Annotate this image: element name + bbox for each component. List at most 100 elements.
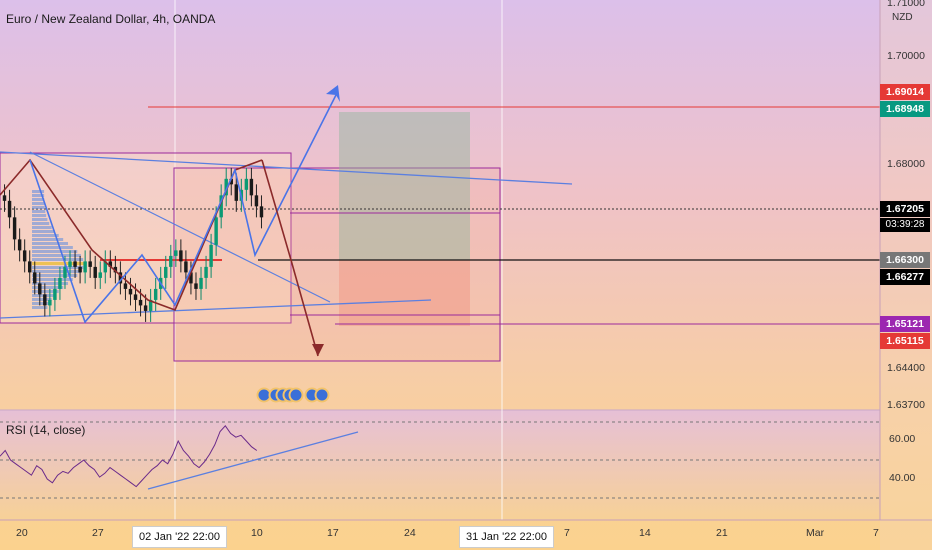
take-profit-zone[interactable]	[339, 112, 470, 260]
price-tick: 1.64400	[887, 362, 925, 374]
volume-profile-bar	[32, 246, 73, 249]
currency-unit: NZD	[892, 12, 913, 23]
candle-body	[103, 261, 108, 273]
price-label-target: 1.68948	[880, 101, 930, 117]
volume-profile-bar	[32, 270, 81, 273]
time-tick: 17	[327, 527, 339, 539]
volume-profile-bar	[32, 242, 69, 245]
candle-body	[2, 195, 7, 201]
candle-body	[209, 244, 213, 267]
candle-body	[98, 272, 102, 278]
candle-body	[108, 261, 113, 267]
date-marker-1[interactable]: 02 Jan '22 22:00	[132, 526, 228, 548]
volume-profile-bar	[32, 206, 45, 209]
candle-body	[259, 206, 264, 218]
candle-body	[164, 266, 168, 278]
candle-body	[58, 277, 62, 289]
economic-event-icon[interactable]	[288, 387, 304, 403]
volume-profile-bar	[32, 194, 45, 197]
volume-profile-bar	[32, 250, 78, 253]
candle-body	[88, 261, 92, 267]
economic-event-icon[interactable]	[314, 387, 330, 403]
volume-profile-bar	[32, 222, 50, 225]
rsi-line	[0, 425, 258, 488]
candle-body	[234, 184, 239, 201]
time-tick: 21	[716, 527, 728, 539]
candle-body	[63, 266, 67, 278]
time-tick: 24	[404, 527, 416, 539]
volume-profile-bar	[32, 218, 48, 221]
date-marker-2[interactable]: 31 Jan '22 22:00	[459, 526, 555, 548]
chart-title: Euro / New Zealand Dollar, 4h, OANDA	[6, 12, 216, 26]
time-tick: 14	[639, 527, 651, 539]
candle-body	[93, 266, 97, 278]
candle-body	[73, 261, 77, 267]
candle-body	[138, 299, 143, 306]
volume-profile-bar	[32, 198, 45, 201]
candle-countdown: 03:39:28	[880, 218, 930, 232]
rsi-tick: 40.00	[889, 472, 916, 484]
rsi-trendline[interactable]	[147, 431, 359, 490]
price-label-support: 1.66277	[880, 269, 930, 285]
candle-body	[43, 294, 47, 306]
candle-body	[38, 283, 42, 295]
volume-profile-bar	[32, 274, 78, 277]
candle-body	[194, 283, 198, 289]
volume-profile-bar	[32, 230, 55, 233]
volume-profile-bar	[32, 238, 64, 241]
volume-profile-bar	[32, 266, 84, 269]
time-tick: 10	[251, 527, 263, 539]
stop-loss-zone[interactable]	[339, 260, 470, 326]
time-tick: Mar	[806, 527, 825, 539]
arrow-up-head	[326, 85, 340, 102]
time-tick: 27	[92, 527, 104, 539]
candle-body	[22, 250, 27, 262]
volume-profile-bar	[32, 234, 59, 237]
projection-path-down[interactable]	[261, 159, 319, 357]
trendline-top[interactable]	[0, 151, 573, 185]
candle-body	[27, 261, 32, 273]
price-tick: 1.70000	[887, 50, 925, 62]
volume-profile-bar	[32, 306, 48, 309]
candle-body	[184, 261, 188, 273]
price-label-stop: 1.65115	[880, 333, 930, 349]
candle-body	[113, 266, 118, 273]
volume-profile-bar	[32, 254, 81, 257]
price-label-upper: 1.69014	[880, 84, 930, 100]
candle-body	[148, 299, 153, 311]
time-tick: 7	[873, 527, 879, 539]
candle-body	[17, 239, 22, 251]
volume-profile-bar	[32, 286, 64, 289]
event-icons[interactable]	[256, 387, 330, 403]
candle-body	[7, 200, 12, 218]
volume-profile-bar	[32, 210, 46, 213]
volume-profile-bar	[32, 278, 73, 281]
price-label-entry: 1.66300	[880, 252, 930, 268]
candle-body	[12, 217, 17, 240]
volume-profile-bar	[32, 290, 59, 293]
rsi-title: RSI (14, close)	[6, 423, 86, 437]
candle-body	[48, 299, 52, 306]
candle-body	[128, 288, 133, 295]
arrow-down-head	[312, 344, 324, 356]
price-label-lower: 1.65121	[880, 316, 930, 332]
candle-body	[219, 195, 223, 218]
candle-body	[189, 272, 193, 284]
candle-body	[143, 305, 148, 311]
trendline-bottom[interactable]	[0, 299, 432, 319]
trendline-diagonal[interactable]	[29, 151, 331, 303]
candle-body	[123, 283, 128, 289]
candle-body	[68, 261, 72, 267]
volume-profile-bar	[32, 258, 84, 261]
candle-body	[199, 277, 203, 289]
time-tick: 7	[564, 527, 570, 539]
price-tick: 1.68000	[887, 158, 925, 170]
rsi-background	[0, 410, 880, 520]
candle-body	[83, 261, 87, 273]
volume-profile-bar	[32, 298, 52, 301]
volume-profile-bar	[32, 202, 45, 205]
candle-body	[224, 178, 228, 196]
projection-path-up[interactable]	[29, 94, 337, 324]
candle-body	[229, 178, 233, 185]
